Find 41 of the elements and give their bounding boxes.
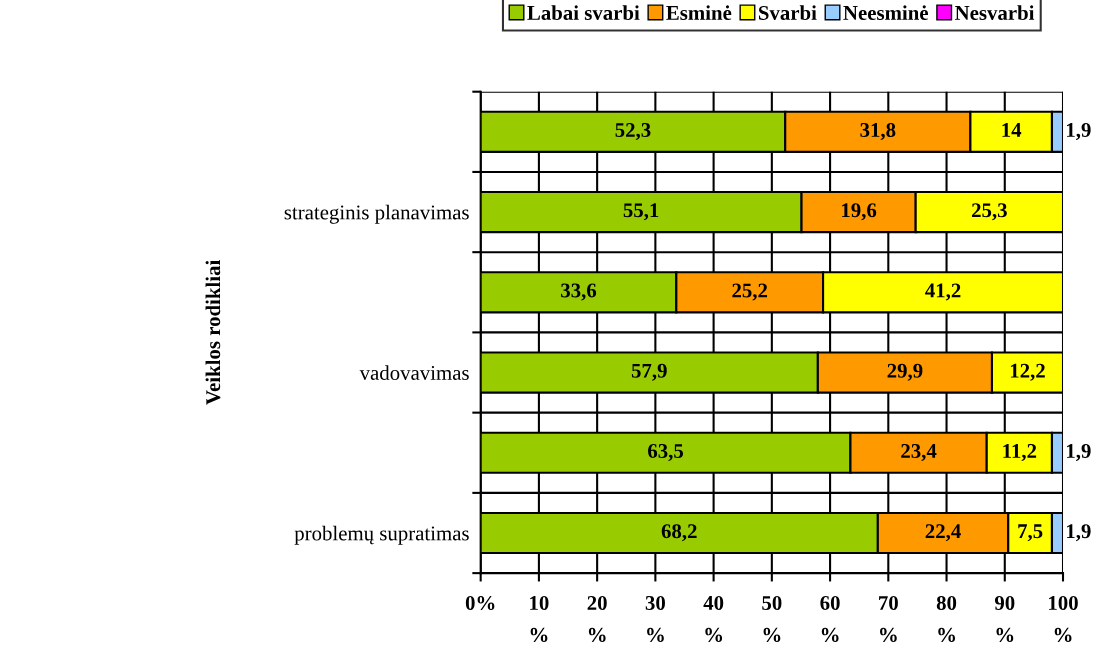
legend-label: Esminė — [666, 5, 732, 20]
data-label: 25,3 — [971, 203, 1007, 221]
x-tick-label: 0% — [465, 595, 495, 611]
x-tick-label: 20 % — [587, 595, 607, 642]
x-tick-label: 10 % — [530, 595, 549, 642]
data-label: 19,6 — [842, 203, 877, 221]
data-label: 68,2 — [661, 524, 697, 542]
legend-label: Svarbi — [758, 5, 817, 20]
legend-label: Neesminė — [843, 5, 929, 20]
data-label: 25,2 — [732, 283, 768, 301]
y-tick-label: problemų supratimas — [294, 525, 469, 545]
y-axis-title: Veiklos rodikliai — [205, 260, 221, 405]
x-tick-label: 50 % — [762, 595, 782, 642]
data-label: 14 — [1002, 123, 1022, 137]
data-label: 31,8 — [860, 122, 896, 141]
x-tick-label: 80 % — [936, 595, 957, 642]
data-label: 23,4 — [901, 443, 937, 461]
x-tick-label: 100 % — [1049, 595, 1078, 642]
x-tick-label: 90 % — [994, 595, 1015, 642]
y-tick-label: vadovavimas — [359, 365, 469, 380]
data-label: 33,6 — [561, 283, 597, 301]
x-tick-label: 70 % — [879, 595, 898, 642]
data-label: 55,1 — [623, 203, 659, 221]
x-tick-label: 40 % — [703, 595, 724, 642]
data-label: 57,9 — [631, 363, 667, 381]
data-label: 52,3 — [615, 123, 651, 141]
data-label: 29,9 — [887, 363, 923, 381]
legend-label: Nesvarbi — [955, 5, 1035, 20]
data-label: 22,4 — [925, 524, 961, 542]
data-label: 1,9 — [1067, 123, 1091, 141]
y-tick-label: strateginis planavimas — [284, 204, 469, 224]
data-label: 1,9 — [1067, 443, 1091, 461]
data-label: 11,2 — [1003, 443, 1037, 461]
x-tick-label: 30 % — [645, 595, 665, 642]
data-label: 1,9 — [1067, 524, 1091, 542]
legend-label: Labai svarbi — [527, 5, 640, 20]
data-label: 12,2 — [1010, 363, 1045, 381]
data-label: 7,5 — [1018, 524, 1043, 542]
x-tick-label: 60 % — [820, 595, 840, 642]
data-label: 63,5 — [648, 443, 684, 461]
data-label: 41,2 — [925, 283, 961, 301]
